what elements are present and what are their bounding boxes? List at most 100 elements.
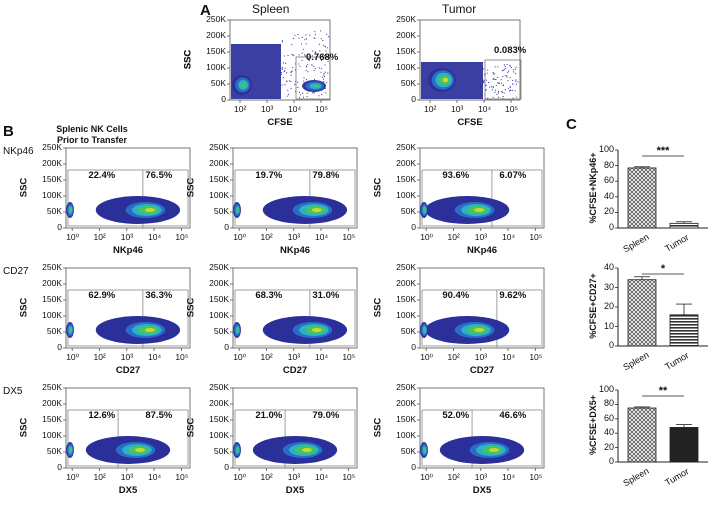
gate-pct-left: 12.6%: [88, 410, 115, 421]
y-tick-label: 0: [384, 342, 416, 352]
event-dot: [322, 40, 323, 41]
y-tick-label: 0: [197, 222, 229, 232]
y-tick-label: 100K: [197, 190, 229, 200]
event-dot: [513, 69, 514, 70]
y-tick-label: 250K: [194, 14, 226, 24]
y-tick-label: 0: [197, 462, 229, 472]
event-dot: [501, 83, 502, 84]
significance-marker: **: [648, 385, 678, 397]
x-tick-label: 10⁰: [420, 472, 433, 483]
x-tick-label: 10³: [261, 104, 273, 114]
y-axis-label: %CFSE+NKp46+: [588, 143, 598, 233]
event-dot: [313, 66, 314, 67]
event-dot: [502, 70, 503, 71]
y-tick-label: 100K: [30, 190, 62, 200]
y-axis-label: SSC: [18, 298, 29, 318]
x-tick-label: 10²: [260, 472, 272, 482]
event-dot: [299, 92, 300, 93]
y-tick-label: 200K: [384, 158, 416, 168]
x-tick-label: 10⁵: [342, 352, 355, 362]
y-tick-label: 100K: [194, 62, 226, 72]
bar-tumor: [670, 223, 698, 228]
y-tick-label: 200K: [384, 398, 416, 408]
y-tick-label: 50K: [384, 206, 416, 216]
y-tick-label: 150K: [30, 174, 62, 184]
event-dot: [291, 88, 292, 89]
x-tick-label: 10⁰: [66, 232, 79, 243]
event-dot: [504, 69, 505, 70]
x-tick-label: 10³: [475, 352, 487, 362]
density-contour: [474, 208, 484, 212]
density-contour: [424, 448, 426, 452]
x-tick-label: 10⁵: [342, 472, 355, 482]
x-tick-label: 10⁴: [502, 232, 515, 242]
density-blob: [232, 75, 252, 95]
event-dot: [492, 89, 493, 90]
density-contour: [241, 83, 246, 88]
event-dot: [303, 49, 304, 50]
event-dot: [512, 90, 513, 91]
y-tick-label: 150K: [30, 414, 62, 424]
event-dot: [501, 91, 502, 92]
density-contour: [312, 328, 322, 332]
event-dot: [324, 73, 325, 74]
density-contour: [145, 328, 155, 332]
event-dot: [321, 94, 322, 95]
tumor-gate-pct: 0.083%: [494, 45, 526, 56]
event-dot: [304, 39, 305, 40]
y-tick-label: 200K: [197, 278, 229, 288]
event-dot: [293, 38, 294, 39]
event-dot: [498, 82, 499, 83]
event-dot: [488, 82, 489, 83]
bar-spleen: [628, 408, 656, 462]
x-tick-label: 10⁵: [505, 104, 518, 114]
density-contour: [237, 208, 239, 212]
event-dot: [491, 86, 492, 87]
density-contour: [302, 448, 312, 452]
x-tick-label: 10²: [93, 472, 105, 482]
y-tick-label: 200K: [30, 278, 62, 288]
event-dot: [294, 84, 295, 85]
event-dot: [291, 75, 292, 76]
event-dot: [325, 72, 326, 73]
event-dot: [306, 38, 307, 39]
event-dot: [323, 45, 324, 46]
edge-events: [66, 202, 74, 218]
density-blob: [276, 440, 326, 460]
y-tick-label: 250K: [30, 382, 62, 392]
event-dot: [498, 92, 499, 93]
y-axis-label: SSC: [185, 178, 196, 198]
y-axis-label: %CFSE+CD27+: [588, 261, 598, 351]
event-dot: [511, 67, 512, 68]
event-dot: [306, 79, 307, 80]
row-marker-dx5: DX5: [3, 386, 22, 397]
density-blob: [286, 320, 336, 340]
y-axis-label: SSC: [185, 418, 196, 438]
x-tick-label: 10⁴: [315, 352, 328, 362]
edge-events: [420, 202, 428, 218]
event-dot: [302, 93, 303, 94]
event-dot: [311, 65, 312, 66]
event-dot: [309, 35, 310, 36]
y-tick-label: 200K: [197, 398, 229, 408]
event-dot: [299, 38, 300, 39]
x-tick-label: 10⁵: [342, 232, 355, 242]
event-dot: [508, 88, 509, 89]
density-blob: [463, 440, 513, 460]
x-tick-label: 10⁵: [175, 352, 188, 362]
event-dot: [496, 85, 497, 86]
y-tick-label: 0: [384, 222, 416, 232]
col1-title-line1: Splenic NK Cells: [22, 124, 162, 134]
event-dot: [302, 53, 303, 54]
x-axis-label: NKp46: [110, 245, 146, 256]
event-dot: [321, 38, 322, 39]
gate-pct-right: 6.07%: [499, 170, 526, 181]
x-tick-label: 10⁴: [288, 104, 301, 114]
y-tick-label: 250K: [197, 262, 229, 272]
gate-pct-left: 52.0%: [442, 410, 469, 421]
event-dot: [306, 66, 307, 67]
y-tick-label: 250K: [384, 142, 416, 152]
event-dot: [485, 85, 486, 86]
y-tick-label: 100K: [30, 430, 62, 440]
event-dot: [480, 87, 481, 88]
